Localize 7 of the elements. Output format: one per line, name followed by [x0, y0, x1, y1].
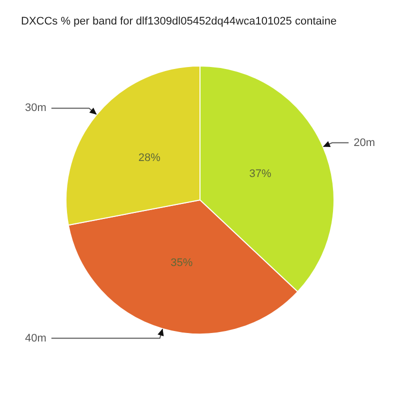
- data-label: 37%: [249, 168, 272, 180]
- data-label: 28%: [138, 152, 161, 164]
- slice-label: 30m: [25, 102, 46, 114]
- chart-title: DXCCs % per band for dlf1309dl05452dq44wca101025 containe: [21, 16, 337, 28]
- slice-label: 40m: [25, 332, 46, 344]
- data-label: 35%: [170, 257, 193, 270]
- slice-label: 20m: [354, 136, 375, 149]
